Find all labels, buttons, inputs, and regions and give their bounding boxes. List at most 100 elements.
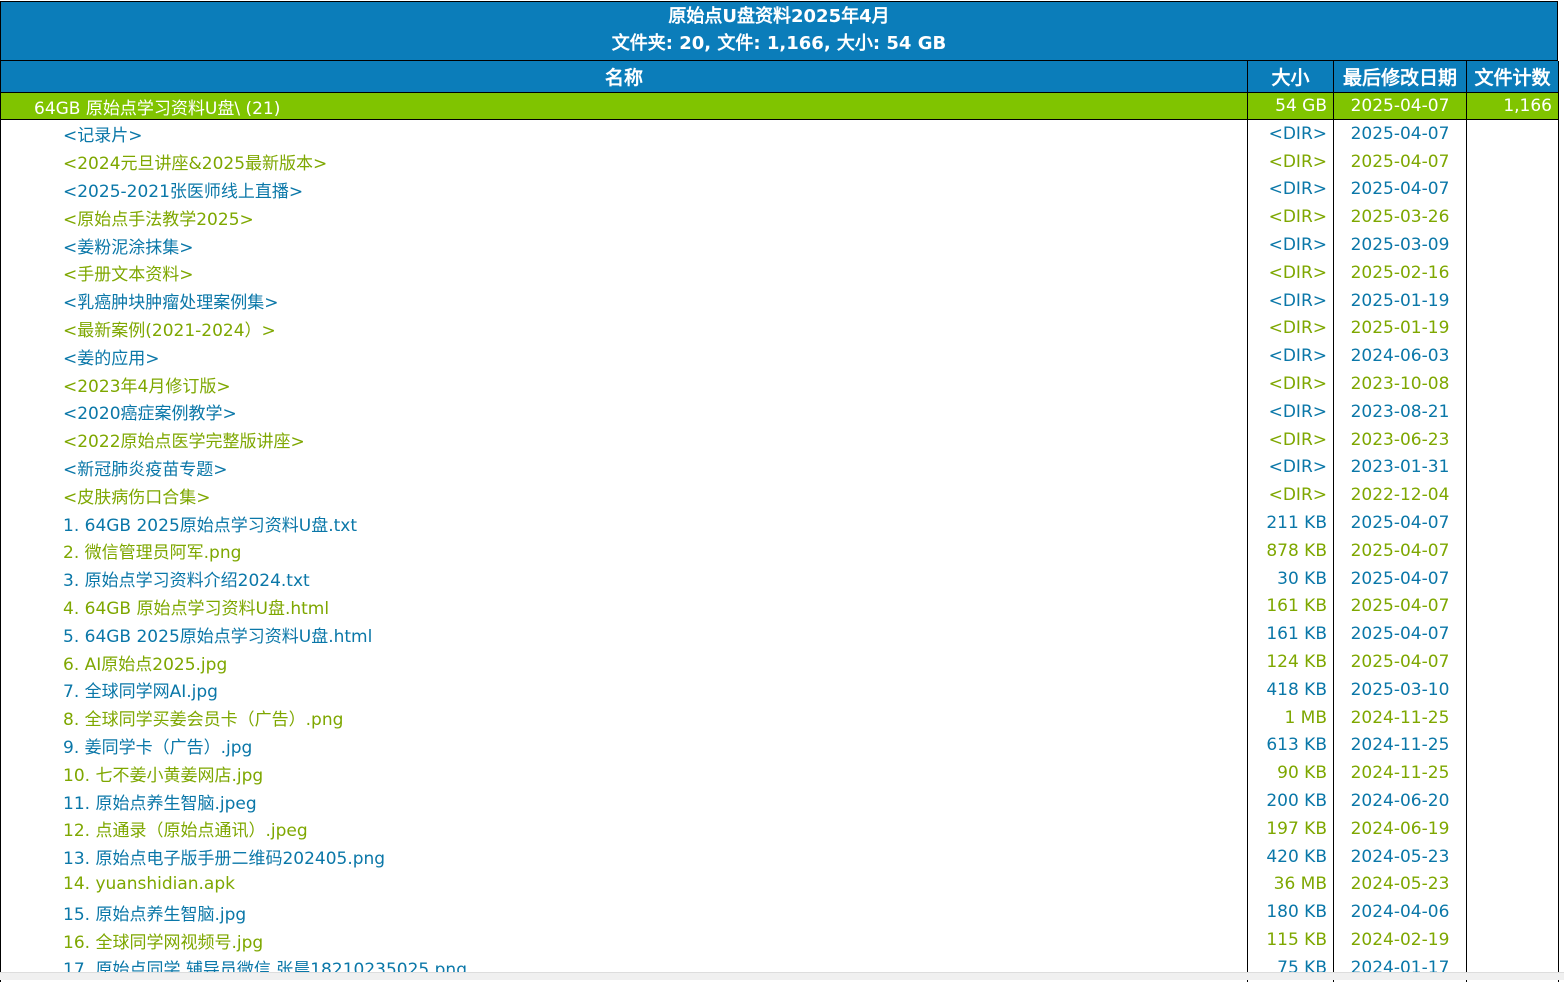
folder-row[interactable]: <原始点手法教学2025> <DIR> 2025-03-26 [0, 203, 1559, 232]
file-row[interactable]: 1. 64GB 2025原始点学习资料U盘.txt 211 KB 2025-04-0… [0, 509, 1559, 537]
cell-count [1466, 870, 1559, 899]
cell-size: 420 KB [1247, 842, 1334, 871]
cell-size: 124 KB [1247, 648, 1334, 676]
file-row[interactable]: 7. 全球同学网AI.jpg 418 KB 2025-03-10 [0, 675, 1559, 704]
file-row[interactable]: 10. 七不姜小黄姜网店.jpg 90 KB 2024-11-25 [0, 759, 1559, 788]
cell-name[interactable]: 1. 64GB 2025原始点学习资料U盘.txt [0, 509, 1248, 537]
cell-name[interactable]: <皮肤病伤口合集> [0, 481, 1248, 510]
root-folder-row[interactable]: 64GB 原始点学习资料U盘\ (21) 54 GB 2025-04-07 1,… [0, 92, 1559, 120]
cell-name[interactable]: 12. 点通录（原始点通讯）.jpeg [0, 814, 1248, 843]
cell-name[interactable]: 13. 原始点电子版手册二维码202405.png [0, 842, 1248, 871]
folder-row[interactable]: <乳癌肿块肿瘤处理案例集> <DIR> 2025-01-19 [0, 286, 1559, 315]
cell-date: 2025-03-09 [1333, 231, 1467, 259]
cell-name[interactable]: 14. yuanshidian.apk [0, 870, 1248, 899]
cell-size: 115 KB [1247, 926, 1334, 954]
cell-date: 2025-04-07 [1333, 147, 1467, 176]
cell-date: 2024-02-19 [1333, 926, 1467, 954]
cell-name[interactable]: <新冠肺炎疫苗专题> [0, 453, 1248, 482]
cell-name[interactable]: <最新案例(2021-2024）> [0, 314, 1248, 343]
cell-name[interactable]: <2025-2021张医师线上直播> [0, 175, 1248, 204]
cell-name[interactable]: 2. 微信管理员阿军.png [0, 536, 1248, 565]
cell-name[interactable]: 11. 原始点养生智脑.jpeg [0, 787, 1248, 815]
cell-count [1466, 675, 1559, 704]
cell-count [1466, 703, 1559, 732]
cell-count [1466, 425, 1559, 454]
file-row[interactable]: 11. 原始点养生智脑.jpeg 200 KB 2024-06-20 [0, 787, 1559, 815]
folder-row[interactable]: <2022原始点医学完整版讲座> <DIR> 2023-06-23 [0, 425, 1559, 454]
cell-name[interactable]: 3. 原始点学习资料介绍2024.txt [0, 564, 1248, 593]
folder-row[interactable]: <姜粉泥涂抹集> <DIR> 2025-03-09 [0, 231, 1559, 259]
file-row[interactable]: 4. 64GB 原始点学习资料U盘.html 161 KB 2025-04-07 [0, 592, 1559, 621]
cell-name[interactable]: <2023年4月修订版> [0, 370, 1248, 398]
cell-name[interactable]: <乳癌肿块肿瘤处理案例集> [0, 286, 1248, 315]
cell-name[interactable]: 10. 七不姜小黄姜网店.jpg [0, 759, 1248, 788]
cell-date: 2025-01-19 [1333, 286, 1467, 315]
cell-name[interactable]: <姜的应用> [0, 342, 1248, 371]
cell-size: <DIR> [1247, 342, 1334, 371]
cell-name[interactable]: 16. 全球同学网视频号.jpg [0, 926, 1248, 954]
cell-size: <DIR> [1247, 231, 1334, 259]
cell-name[interactable]: <记录片> [0, 119, 1248, 148]
folder-row[interactable]: <记录片> <DIR> 2025-04-07 [0, 119, 1559, 148]
folder-row[interactable]: <最新案例(2021-2024）> <DIR> 2025-01-19 [0, 314, 1559, 343]
horizontal-scrollbar[interactable] [0, 972, 1564, 980]
cell-name[interactable]: <2024元旦讲座&2025最新版本> [0, 147, 1248, 176]
cell-count [1466, 536, 1559, 565]
cell-count [1466, 314, 1559, 343]
cell-date: 2024-11-25 [1333, 703, 1467, 732]
cell-name[interactable]: 9. 姜同学卡（广告）.jpg [0, 731, 1248, 760]
file-row[interactable]: 9. 姜同学卡（广告）.jpg 613 KB 2024-11-25 [0, 731, 1559, 760]
file-row[interactable]: 8. 全球同学买姜会员卡（广告）.png 1 MB 2024-11-25 [0, 703, 1559, 732]
cell-name[interactable]: <2020癌症案例教学> [0, 397, 1248, 426]
file-row[interactable]: 15. 原始点养生智脑.jpg 180 KB 2024-04-06 [0, 898, 1559, 927]
column-header-date[interactable]: 最后修改日期 [1333, 61, 1467, 93]
column-header-count[interactable]: 文件计数 [1466, 61, 1559, 93]
root-size: 54 GB [1247, 92, 1334, 120]
cell-name[interactable]: <姜粉泥涂抹集> [0, 231, 1248, 259]
cell-name[interactable]: 5. 64GB 2025原始点学习资料U盘.html [0, 620, 1248, 649]
cell-name[interactable]: <2022原始点医学完整版讲座> [0, 425, 1248, 454]
file-row[interactable]: 12. 点通录（原始点通讯）.jpeg 197 KB 2024-06-19 [0, 814, 1559, 843]
cell-name[interactable]: <手册文本资料> [0, 258, 1248, 287]
cell-date: 2025-04-07 [1333, 564, 1467, 593]
file-row[interactable]: 13. 原始点电子版手册二维码202405.png 420 KB 2024-05-2… [0, 842, 1559, 871]
column-header-size[interactable]: 大小 [1247, 61, 1334, 93]
folder-row[interactable]: <2023年4月修订版> <DIR> 2023-10-08 [0, 370, 1559, 398]
cell-name[interactable]: <原始点手法教学2025> [0, 203, 1248, 232]
cell-name[interactable]: 4. 64GB 原始点学习资料U盘.html [0, 592, 1248, 621]
cell-date: 2023-08-21 [1333, 397, 1467, 426]
folder-row[interactable]: <2025-2021张医师线上直播> <DIR> 2025-04-07 [0, 175, 1559, 204]
cell-name[interactable]: 8. 全球同学买姜会员卡（广告）.png [0, 703, 1248, 732]
page-title: 原始点U盘资料2025年4月 [668, 6, 890, 27]
folder-row[interactable]: <2020癌症案例教学> <DIR> 2023-08-21 [0, 397, 1559, 426]
cell-count [1466, 119, 1559, 148]
cell-name[interactable]: 15. 原始点养生智脑.jpg [0, 898, 1248, 927]
cell-date: 2024-06-03 [1333, 342, 1467, 371]
cell-size: 36 MB [1247, 870, 1334, 899]
column-header-name[interactable]: 名称 [0, 61, 1248, 93]
file-row[interactable]: 2. 微信管理员阿军.png 878 KB 2025-04-07 [0, 536, 1559, 565]
cell-name[interactable]: 6. AI原始点2025.jpg [0, 648, 1248, 676]
cell-name[interactable]: 7. 全球同学网AI.jpg [0, 675, 1248, 704]
file-row[interactable]: 6. AI原始点2025.jpg 124 KB 2025-04-07 [0, 648, 1559, 676]
folder-row[interactable]: <手册文本资料> <DIR> 2025-02-16 [0, 258, 1559, 287]
folder-row[interactable]: <2024元旦讲座&2025最新版本> <DIR> 2025-04-07 [0, 147, 1559, 176]
cell-size: <DIR> [1247, 453, 1334, 482]
cell-size: 161 KB [1247, 592, 1334, 621]
cell-count [1466, 147, 1559, 176]
folder-row[interactable]: <新冠肺炎疫苗专题> <DIR> 2023-01-31 [0, 453, 1559, 482]
file-row[interactable]: 5. 64GB 2025原始点学习资料U盘.html 161 KB 2025-04-… [0, 620, 1559, 649]
cell-size: 613 KB [1247, 731, 1334, 760]
cell-date: 2025-01-19 [1333, 314, 1467, 343]
cell-date: 2022-12-04 [1333, 481, 1467, 510]
file-row[interactable]: 16. 全球同学网视频号.jpg 115 KB 2024-02-19 [0, 926, 1559, 954]
cell-count [1466, 342, 1559, 371]
cell-count [1466, 286, 1559, 315]
root-name[interactable]: 64GB 原始点学习资料U盘\ (21) [0, 92, 1248, 120]
folder-row[interactable]: <姜的应用> <DIR> 2024-06-03 [0, 342, 1559, 371]
file-row[interactable]: 3. 原始点学习资料介绍2024.txt 30 KB 2025-04-07 [0, 564, 1559, 593]
file-row[interactable]: 14. yuanshidian.apk 36 MB 2024-05-23 [0, 870, 1559, 899]
folder-row[interactable]: <皮肤病伤口合集> <DIR> 2022-12-04 [0, 481, 1559, 510]
cell-count [1466, 481, 1559, 510]
